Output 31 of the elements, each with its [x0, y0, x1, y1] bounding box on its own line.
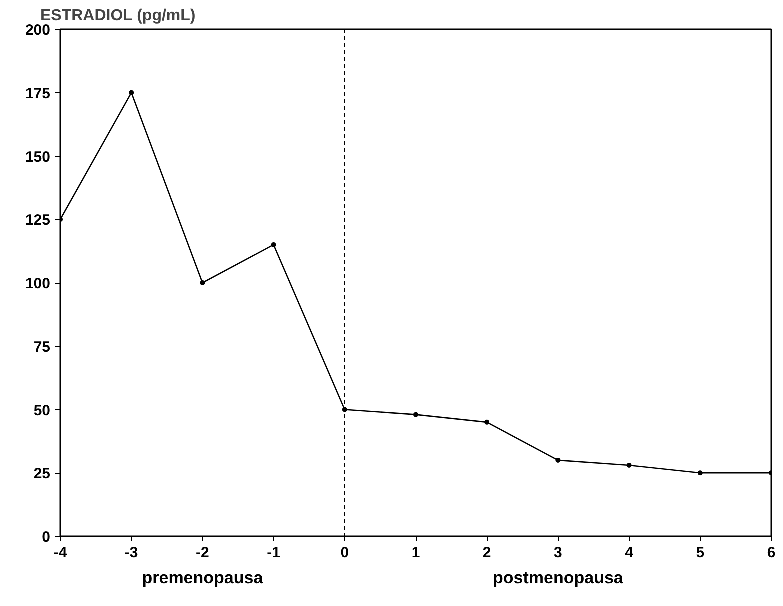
- x-tick-label: -3: [124, 544, 138, 562]
- x-tick-label: -4: [54, 544, 68, 562]
- point: [556, 458, 561, 463]
- point: [698, 470, 703, 476]
- point: [484, 420, 490, 425]
- x-tick-label: -2: [196, 544, 210, 562]
- x-tick-label: 4: [625, 544, 634, 562]
- point: [626, 463, 632, 468]
- text: premenopausa: [142, 568, 264, 588]
- y-tick-label: 200: [25, 22, 51, 39]
- point: [271, 242, 276, 248]
- x-tick-label: 6: [767, 544, 776, 562]
- x-tick-label: 0: [340, 544, 350, 562]
- y-tick-label: 125: [25, 212, 51, 230]
- x-tick-label: 2: [482, 544, 492, 562]
- point: [200, 280, 206, 286]
- y-tick-label: 75: [34, 338, 51, 356]
- text: postmenopausa: [493, 568, 624, 588]
- y-tick-label: 150: [25, 148, 51, 166]
- x-tick-label: 3: [554, 544, 562, 562]
- x-tick-label: 5: [696, 544, 705, 562]
- y-axis-title: ESTRADIOL (pg/mL): [40, 8, 196, 24]
- x-tick-label: 1: [412, 544, 420, 562]
- x-tick-label: -1: [267, 544, 280, 562]
- y-tick-label: 175: [25, 85, 51, 102]
- y-tick-label: 25: [34, 466, 51, 483]
- y-tick-label: 100: [25, 276, 51, 292]
- point: [414, 412, 418, 418]
- point: [129, 90, 134, 96]
- y-tick-label: 50: [34, 402, 51, 420]
- y-tick-label: 0: [42, 529, 50, 546]
